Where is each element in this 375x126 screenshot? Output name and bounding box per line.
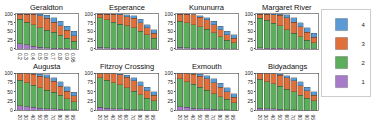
svg-text:0.7: 0.7 [50,53,56,60]
svg-text:70: 70 [210,115,216,121]
svg-text:70: 70 [50,115,56,121]
svg-text:20: 20 [97,115,103,121]
svg-text:40: 40 [270,115,276,121]
svg-text:0: 0 [90,107,93,113]
svg-text:75: 75 [247,79,253,85]
svg-text:0: 0 [170,107,173,113]
svg-text:50: 50 [247,28,253,34]
svg-text:75: 75 [247,20,253,26]
svg-text:25: 25 [167,98,173,104]
svg-text:100: 100 [5,70,14,76]
svg-text:50: 50 [167,28,173,34]
svg-text:0.4: 0.4 [30,53,36,60]
svg-text:75: 75 [7,79,13,85]
svg-text:0: 0 [170,46,173,52]
svg-text:Kununurra: Kununurra [189,3,225,12]
svg-text:95: 95 [230,115,236,121]
svg-text:50: 50 [7,28,13,34]
svg-text:75: 75 [167,20,173,26]
svg-text:0.95: 0.95 [70,53,76,63]
svg-text:0: 0 [250,107,253,113]
svg-text:30: 30 [103,115,109,121]
svg-text:40: 40 [110,115,116,121]
svg-text:70: 70 [130,115,136,121]
svg-text:0.6: 0.6 [43,53,49,60]
svg-text:100: 100 [165,11,174,17]
svg-text:75: 75 [87,20,93,26]
svg-text:1: 1 [362,79,366,85]
svg-text:25: 25 [247,98,253,104]
svg-text:50: 50 [247,89,253,95]
svg-text:80: 80 [217,115,223,121]
svg-text:70: 70 [290,115,296,121]
svg-text:50: 50 [37,115,43,121]
svg-text:50: 50 [117,115,123,121]
svg-text:100: 100 [245,70,254,76]
svg-text:Augusta: Augusta [33,62,61,71]
svg-text:0.9: 0.9 [64,53,70,60]
svg-text:Fitzroy Crossing: Fitzroy Crossing [100,62,154,71]
svg-text:0.5: 0.5 [37,53,43,60]
svg-text:0.3: 0.3 [23,53,29,60]
svg-text:30: 30 [183,115,189,121]
svg-text:40: 40 [190,115,196,121]
svg-text:60: 60 [284,115,290,121]
svg-text:2: 2 [362,60,366,66]
svg-text:30: 30 [23,115,29,121]
svg-text:25: 25 [87,37,93,43]
svg-text:0.2: 0.2 [17,53,23,60]
svg-text:0: 0 [250,46,253,52]
svg-text:Esperance: Esperance [109,3,145,12]
svg-text:60: 60 [204,115,210,121]
svg-text:25: 25 [7,37,13,43]
svg-text:0: 0 [10,107,13,113]
svg-text:50: 50 [87,28,93,34]
svg-text:Bidyadangs: Bidyadangs [268,62,307,71]
svg-text:50: 50 [167,89,173,95]
svg-text:80: 80 [57,115,63,121]
svg-text:75: 75 [87,79,93,85]
svg-text:0: 0 [90,46,93,52]
svg-text:90: 90 [304,115,310,121]
svg-text:40: 40 [30,115,36,121]
svg-text:75: 75 [167,79,173,85]
svg-text:90: 90 [64,115,70,121]
svg-text:30: 30 [263,115,269,121]
svg-text:50: 50 [7,89,13,95]
svg-text:25: 25 [247,37,253,43]
svg-text:80: 80 [297,115,303,121]
svg-text:20: 20 [177,115,183,121]
svg-text:95: 95 [150,115,156,121]
svg-text:100: 100 [85,70,94,76]
svg-text:50: 50 [87,89,93,95]
svg-text:Margaret River: Margaret River [262,3,312,12]
svg-text:100: 100 [85,11,94,17]
svg-text:100: 100 [5,11,14,17]
svg-text:3: 3 [362,41,366,47]
svg-text:60: 60 [123,115,129,121]
svg-text:20: 20 [257,115,263,121]
svg-text:95: 95 [310,115,316,121]
svg-text:90: 90 [224,115,230,121]
svg-text:Geraldton: Geraldton [30,3,63,12]
svg-text:95: 95 [70,115,76,121]
svg-text:0: 0 [10,46,13,52]
svg-text:25: 25 [87,98,93,104]
svg-text:90: 90 [144,115,150,121]
svg-text:Exmouth: Exmouth [192,62,222,71]
svg-text:100: 100 [245,11,254,17]
svg-text:25: 25 [167,37,173,43]
svg-text:50: 50 [197,115,203,121]
svg-text:20: 20 [17,115,23,121]
svg-text:60: 60 [43,115,49,121]
svg-text:25: 25 [7,98,13,104]
svg-text:4: 4 [362,22,366,28]
svg-text:0.8: 0.8 [57,53,63,60]
svg-text:50: 50 [277,115,283,121]
svg-text:80: 80 [137,115,143,121]
svg-text:75: 75 [7,20,13,26]
svg-text:100: 100 [165,70,174,76]
